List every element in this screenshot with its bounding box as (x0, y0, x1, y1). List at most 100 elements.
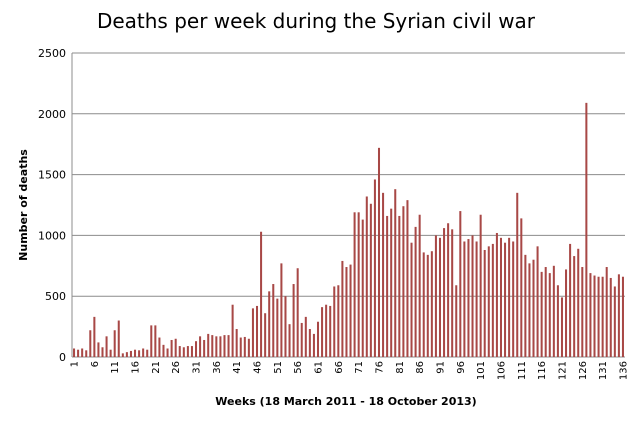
x-tick-label: 46 (253, 361, 264, 374)
bar-week-76 (377, 147, 381, 357)
bar-week-126 (581, 267, 584, 357)
bar-week-103 (487, 246, 490, 357)
bar-week-47 (260, 231, 263, 357)
bar-week-112 (524, 254, 527, 357)
bar-week-75 (373, 179, 376, 357)
bar-week-111 (520, 218, 523, 357)
bar-week-104 (491, 243, 494, 357)
bar-week-122 (565, 269, 568, 357)
bar-week-116 (540, 271, 543, 357)
chart-title: Deaths per week during the Syrian civil … (97, 9, 536, 33)
bar-week-35 (211, 335, 214, 357)
bar-week-48 (264, 313, 267, 357)
y-tick-label: 0 (59, 351, 66, 364)
bar-week-42 (239, 337, 242, 357)
bar-week-83 (406, 200, 409, 357)
bar-week-134 (613, 286, 616, 357)
bar-week-62 (321, 307, 324, 357)
bar-week-117 (544, 267, 547, 357)
y-tick-label: 500 (45, 290, 66, 303)
x-tick-label: 121 (557, 361, 568, 380)
bar-week-51 (276, 298, 279, 357)
x-tick-label: 31 (192, 361, 203, 374)
bar-week-26 (174, 338, 177, 357)
bar-week-9 (105, 336, 108, 357)
bars (73, 102, 624, 357)
bar-week-73 (365, 196, 368, 357)
bar-week-92 (443, 228, 446, 357)
bar-week-85 (414, 226, 417, 357)
bar-week-6 (93, 316, 96, 357)
bar-week-135 (617, 274, 620, 357)
bar-week-28 (182, 347, 185, 357)
x-tick-label: 116 (537, 361, 548, 380)
bar-week-58 (304, 316, 307, 357)
bar-week-50 (272, 284, 275, 357)
bar-week-102 (483, 249, 486, 357)
bar-week-105 (495, 232, 498, 357)
bar-week-72 (361, 219, 364, 357)
bar-week-125 (577, 248, 580, 357)
x-tick-label: 86 (415, 361, 426, 374)
bar-week-5 (89, 330, 92, 357)
bar-week-2 (77, 349, 80, 357)
x-tick-label: 61 (314, 361, 325, 374)
bar-week-89 (430, 251, 433, 357)
bar-week-115 (536, 246, 539, 357)
x-tick-label: 76 (375, 361, 386, 374)
bar-week-22 (158, 337, 161, 357)
bar-week-37 (219, 336, 222, 357)
bar-week-70 (353, 212, 356, 357)
x-axis-title: Weeks (18 March 2011 - 18 October 2013) (215, 395, 476, 408)
bar-week-59 (308, 329, 311, 357)
bar-week-56 (296, 268, 299, 357)
bar-week-55 (292, 284, 295, 357)
y-tick-labels: 0 500 1000 1500 2000 2500 (38, 47, 66, 364)
bar-week-95 (455, 285, 458, 357)
x-tick-label: 21 (151, 361, 162, 374)
bar-week-29 (186, 346, 189, 357)
bar-week-79 (390, 208, 393, 357)
bar-week-27 (178, 346, 181, 357)
bar-week-106 (499, 237, 502, 357)
bar-week-12 (117, 320, 120, 357)
x-tick-label: 106 (496, 361, 507, 380)
bar-week-64 (329, 305, 332, 357)
bar-week-124 (573, 256, 576, 357)
bar-week-30 (190, 346, 193, 357)
bar-week-4 (85, 350, 88, 357)
bar-week-87 (422, 252, 425, 357)
bar-week-25 (170, 339, 173, 357)
bar-week-71 (357, 212, 360, 357)
bar-week-52 (280, 263, 283, 357)
bar-week-69 (349, 264, 352, 357)
bar-week-63 (325, 304, 328, 357)
x-tick-label: 16 (131, 361, 142, 374)
bar-week-23 (162, 344, 165, 357)
bar-week-68 (345, 267, 348, 357)
bar-week-93 (447, 223, 450, 357)
bar-week-107 (504, 242, 507, 357)
bar-week-49 (268, 291, 271, 357)
bar-week-19 (146, 349, 149, 357)
x-tick-label: 136 (618, 361, 629, 380)
bar-week-14 (125, 352, 128, 357)
y-tick-label: 2000 (38, 108, 66, 121)
bar-week-10 (109, 349, 112, 357)
bar-week-39 (227, 335, 230, 357)
y-tick-label: 2500 (38, 47, 66, 60)
x-tick-label: 66 (334, 361, 345, 374)
bar-week-74 (369, 203, 372, 357)
bar-week-99 (471, 235, 474, 357)
bar-week-86 (418, 214, 421, 357)
x-tick-labels: 1 6 11 16 21 26 31 36 41 46 51 56 61 66 71 76 81 86 91 96 10… (70, 361, 630, 380)
bar-week-36 (215, 336, 218, 357)
x-tick-label: 51 (273, 361, 284, 374)
bar-week-45 (251, 308, 254, 357)
bar-week-24 (166, 348, 169, 357)
bar-week-90 (434, 235, 437, 357)
bar-week-38 (223, 335, 226, 357)
bar-week-15 (129, 350, 132, 357)
bar-week-101 (479, 214, 482, 357)
x-tick-label: 41 (232, 361, 243, 374)
